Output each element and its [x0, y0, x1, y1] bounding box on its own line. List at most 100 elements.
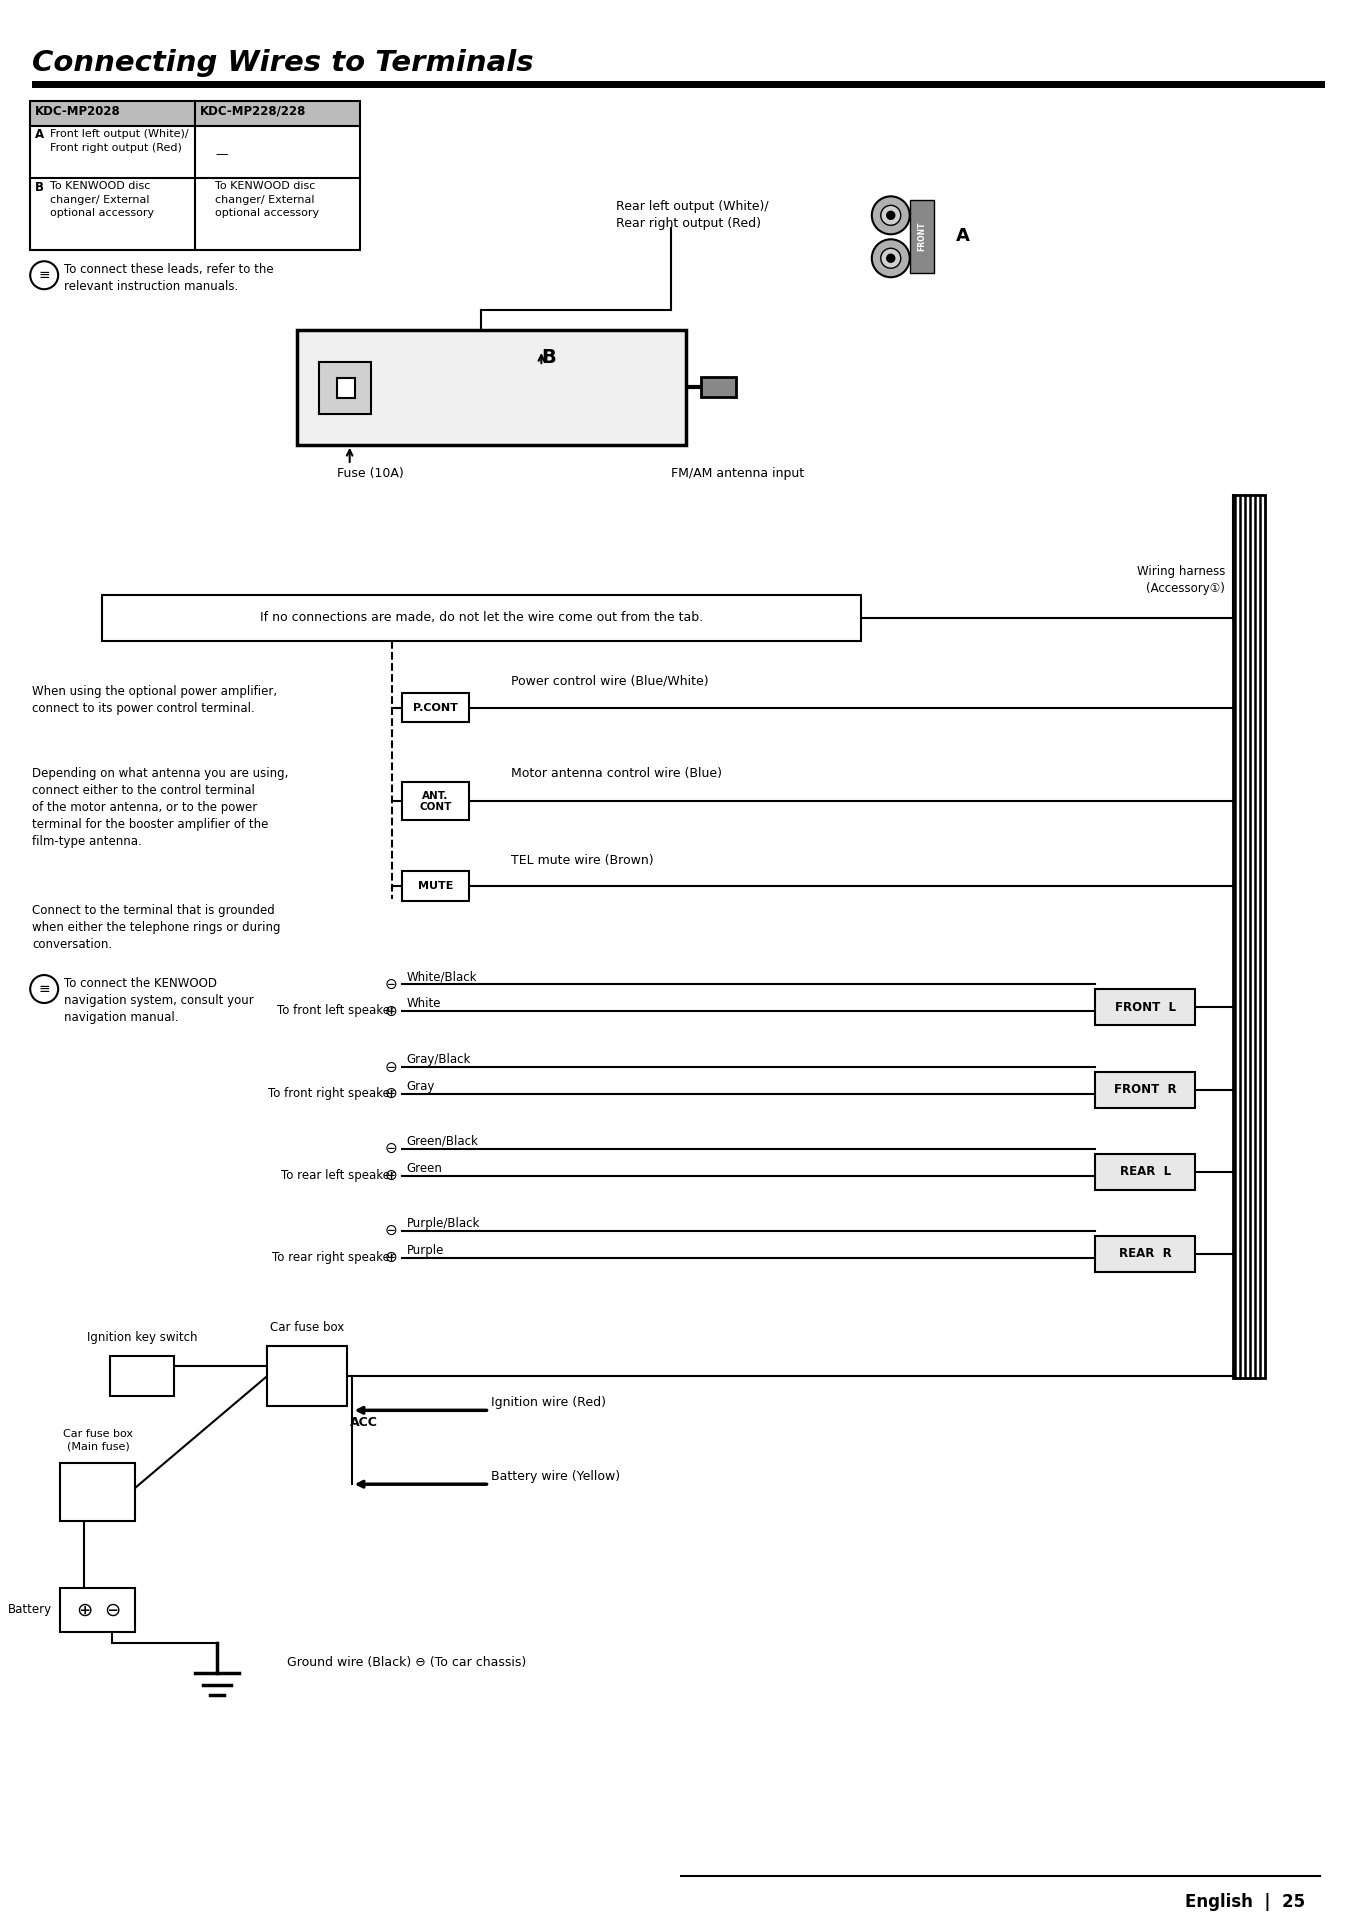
- Text: P.CONT: P.CONT: [413, 703, 458, 713]
- Text: To rear left speaker: To rear left speaker: [281, 1169, 394, 1182]
- Text: To KENWOOD disc
changer/ External
optional accessory: To KENWOOD disc changer/ External option…: [50, 182, 154, 218]
- Bar: [319, 362, 371, 414]
- Text: ⊖: ⊖: [385, 1142, 398, 1155]
- Text: White/Black: White/Black: [406, 969, 477, 983]
- Text: Depending on what antenna you are using,
connect either to the control terminal
: Depending on what antenna you are using,…: [32, 768, 289, 849]
- Bar: [1095, 1153, 1195, 1190]
- Text: To connect the KENWOOD
navigation system, consult your
navigation manual.: To connect the KENWOOD navigation system…: [65, 977, 254, 1023]
- Text: Purple: Purple: [406, 1243, 444, 1257]
- Bar: [401, 692, 470, 722]
- Text: Fuse (10A): Fuse (10A): [336, 468, 404, 479]
- Text: Purple/Black: Purple/Black: [406, 1217, 481, 1230]
- Text: Ground wire (Black) ⊖ (To car chassis): Ground wire (Black) ⊖ (To car chassis): [286, 1655, 526, 1669]
- Text: Wiring harness
(Accessory①): Wiring harness (Accessory①): [1137, 565, 1226, 594]
- Text: Connect to the terminal that is grounded
when either the telephone rings or duri: Connect to the terminal that is grounded…: [32, 904, 281, 950]
- Bar: [401, 872, 470, 901]
- Circle shape: [887, 211, 895, 218]
- Bar: [267, 1347, 347, 1406]
- Text: Front left output (White)/
Front right output (Red): Front left output (White)/ Front right o…: [50, 130, 189, 153]
- Text: MUTE: MUTE: [418, 881, 454, 891]
- Text: Battery wire (Yellow): Battery wire (Yellow): [491, 1470, 621, 1483]
- Text: White: White: [406, 996, 441, 1010]
- Text: B: B: [541, 349, 556, 368]
- Circle shape: [880, 205, 900, 226]
- Circle shape: [887, 255, 895, 262]
- Circle shape: [558, 374, 586, 400]
- Text: ANT.
CONT: ANT. CONT: [420, 791, 452, 812]
- Text: Power control wire (Blue/White): Power control wire (Blue/White): [512, 674, 709, 688]
- Circle shape: [489, 385, 494, 389]
- Text: ⊕: ⊕: [76, 1600, 92, 1619]
- Text: To front right speaker: To front right speaker: [267, 1088, 394, 1100]
- Text: ⊕: ⊕: [385, 1086, 398, 1102]
- Bar: [1095, 1071, 1195, 1107]
- Text: B: B: [35, 182, 45, 194]
- Text: English  |  25: English | 25: [1185, 1893, 1305, 1910]
- Circle shape: [468, 385, 474, 389]
- Bar: [336, 377, 355, 399]
- Bar: [61, 1588, 135, 1632]
- Circle shape: [872, 195, 910, 234]
- Circle shape: [450, 354, 513, 420]
- Circle shape: [880, 249, 900, 268]
- Text: TEL mute wire (Brown): TEL mute wire (Brown): [512, 855, 653, 868]
- Text: Green/Black: Green/Black: [406, 1134, 478, 1148]
- Bar: [61, 1464, 135, 1521]
- Text: ACC: ACC: [350, 1416, 378, 1429]
- Bar: [103, 594, 861, 640]
- Text: Ignition key switch: Ignition key switch: [86, 1332, 197, 1345]
- Text: ⊕: ⊕: [385, 1249, 398, 1265]
- Text: To rear right speaker: To rear right speaker: [271, 1251, 394, 1265]
- Text: Car fuse box: Car fuse box: [270, 1322, 344, 1334]
- Text: —: —: [215, 148, 227, 161]
- Text: FRONT  R: FRONT R: [1114, 1083, 1177, 1096]
- Text: FM/AM antenna input: FM/AM antenna input: [671, 468, 805, 479]
- Circle shape: [640, 381, 652, 393]
- Text: ⊖: ⊖: [385, 977, 398, 992]
- Circle shape: [479, 395, 483, 400]
- Circle shape: [161, 1362, 167, 1370]
- Text: FRONT  L: FRONT L: [1115, 1000, 1176, 1014]
- Circle shape: [872, 240, 910, 278]
- Text: Rear left output (White)/
Rear right output (Red): Rear left output (White)/ Rear right out…: [616, 201, 770, 230]
- Text: Car fuse box
(Main fuse): Car fuse box (Main fuse): [63, 1429, 134, 1450]
- Text: REAR  R: REAR R: [1119, 1247, 1172, 1261]
- Text: ⊖: ⊖: [385, 1060, 398, 1075]
- Text: Green: Green: [406, 1161, 443, 1175]
- Bar: [30, 100, 359, 126]
- Bar: [30, 100, 359, 251]
- Text: ⊖: ⊖: [104, 1600, 120, 1619]
- Text: ⊖: ⊖: [385, 1222, 398, 1238]
- Bar: [111, 1357, 174, 1397]
- Text: Gray: Gray: [406, 1081, 435, 1092]
- Text: To KENWOOD disc
changer/ External
optional accessory: To KENWOOD disc changer/ External option…: [215, 182, 319, 218]
- Text: Connecting Wires to Terminals: Connecting Wires to Terminals: [32, 48, 533, 77]
- Bar: [910, 201, 934, 274]
- Text: To connect these leads, refer to the
relevant instruction manuals.: To connect these leads, refer to the rel…: [65, 262, 274, 293]
- Circle shape: [468, 395, 474, 400]
- Circle shape: [479, 385, 483, 389]
- Text: If no connections are made, do not let the wire come out from the tab.: If no connections are made, do not let t…: [261, 611, 703, 625]
- Bar: [1095, 1236, 1195, 1272]
- Text: To front left speaker: To front left speaker: [277, 1004, 394, 1017]
- Text: FRONT: FRONT: [917, 222, 926, 251]
- Text: Motor antenna control wire (Blue): Motor antenna control wire (Blue): [512, 768, 722, 780]
- Bar: [401, 782, 470, 820]
- Bar: [701, 377, 736, 397]
- Bar: [32, 80, 1326, 88]
- Text: Battery: Battery: [8, 1604, 53, 1617]
- Text: ⊕: ⊕: [385, 1169, 398, 1184]
- Text: A: A: [35, 128, 45, 142]
- Circle shape: [479, 374, 483, 379]
- Bar: [436, 345, 551, 429]
- Circle shape: [489, 395, 494, 400]
- Text: ≡: ≡: [38, 983, 50, 996]
- Circle shape: [468, 374, 474, 379]
- Text: When using the optional power amplifier,
connect to its power control terminal.: When using the optional power amplifier,…: [32, 684, 277, 715]
- Bar: [1095, 989, 1195, 1025]
- Text: KDC-MP2028: KDC-MP2028: [35, 105, 122, 117]
- Text: ⊕: ⊕: [385, 1004, 398, 1019]
- Circle shape: [489, 374, 494, 379]
- Text: A: A: [956, 228, 969, 245]
- Bar: [1233, 494, 1265, 1378]
